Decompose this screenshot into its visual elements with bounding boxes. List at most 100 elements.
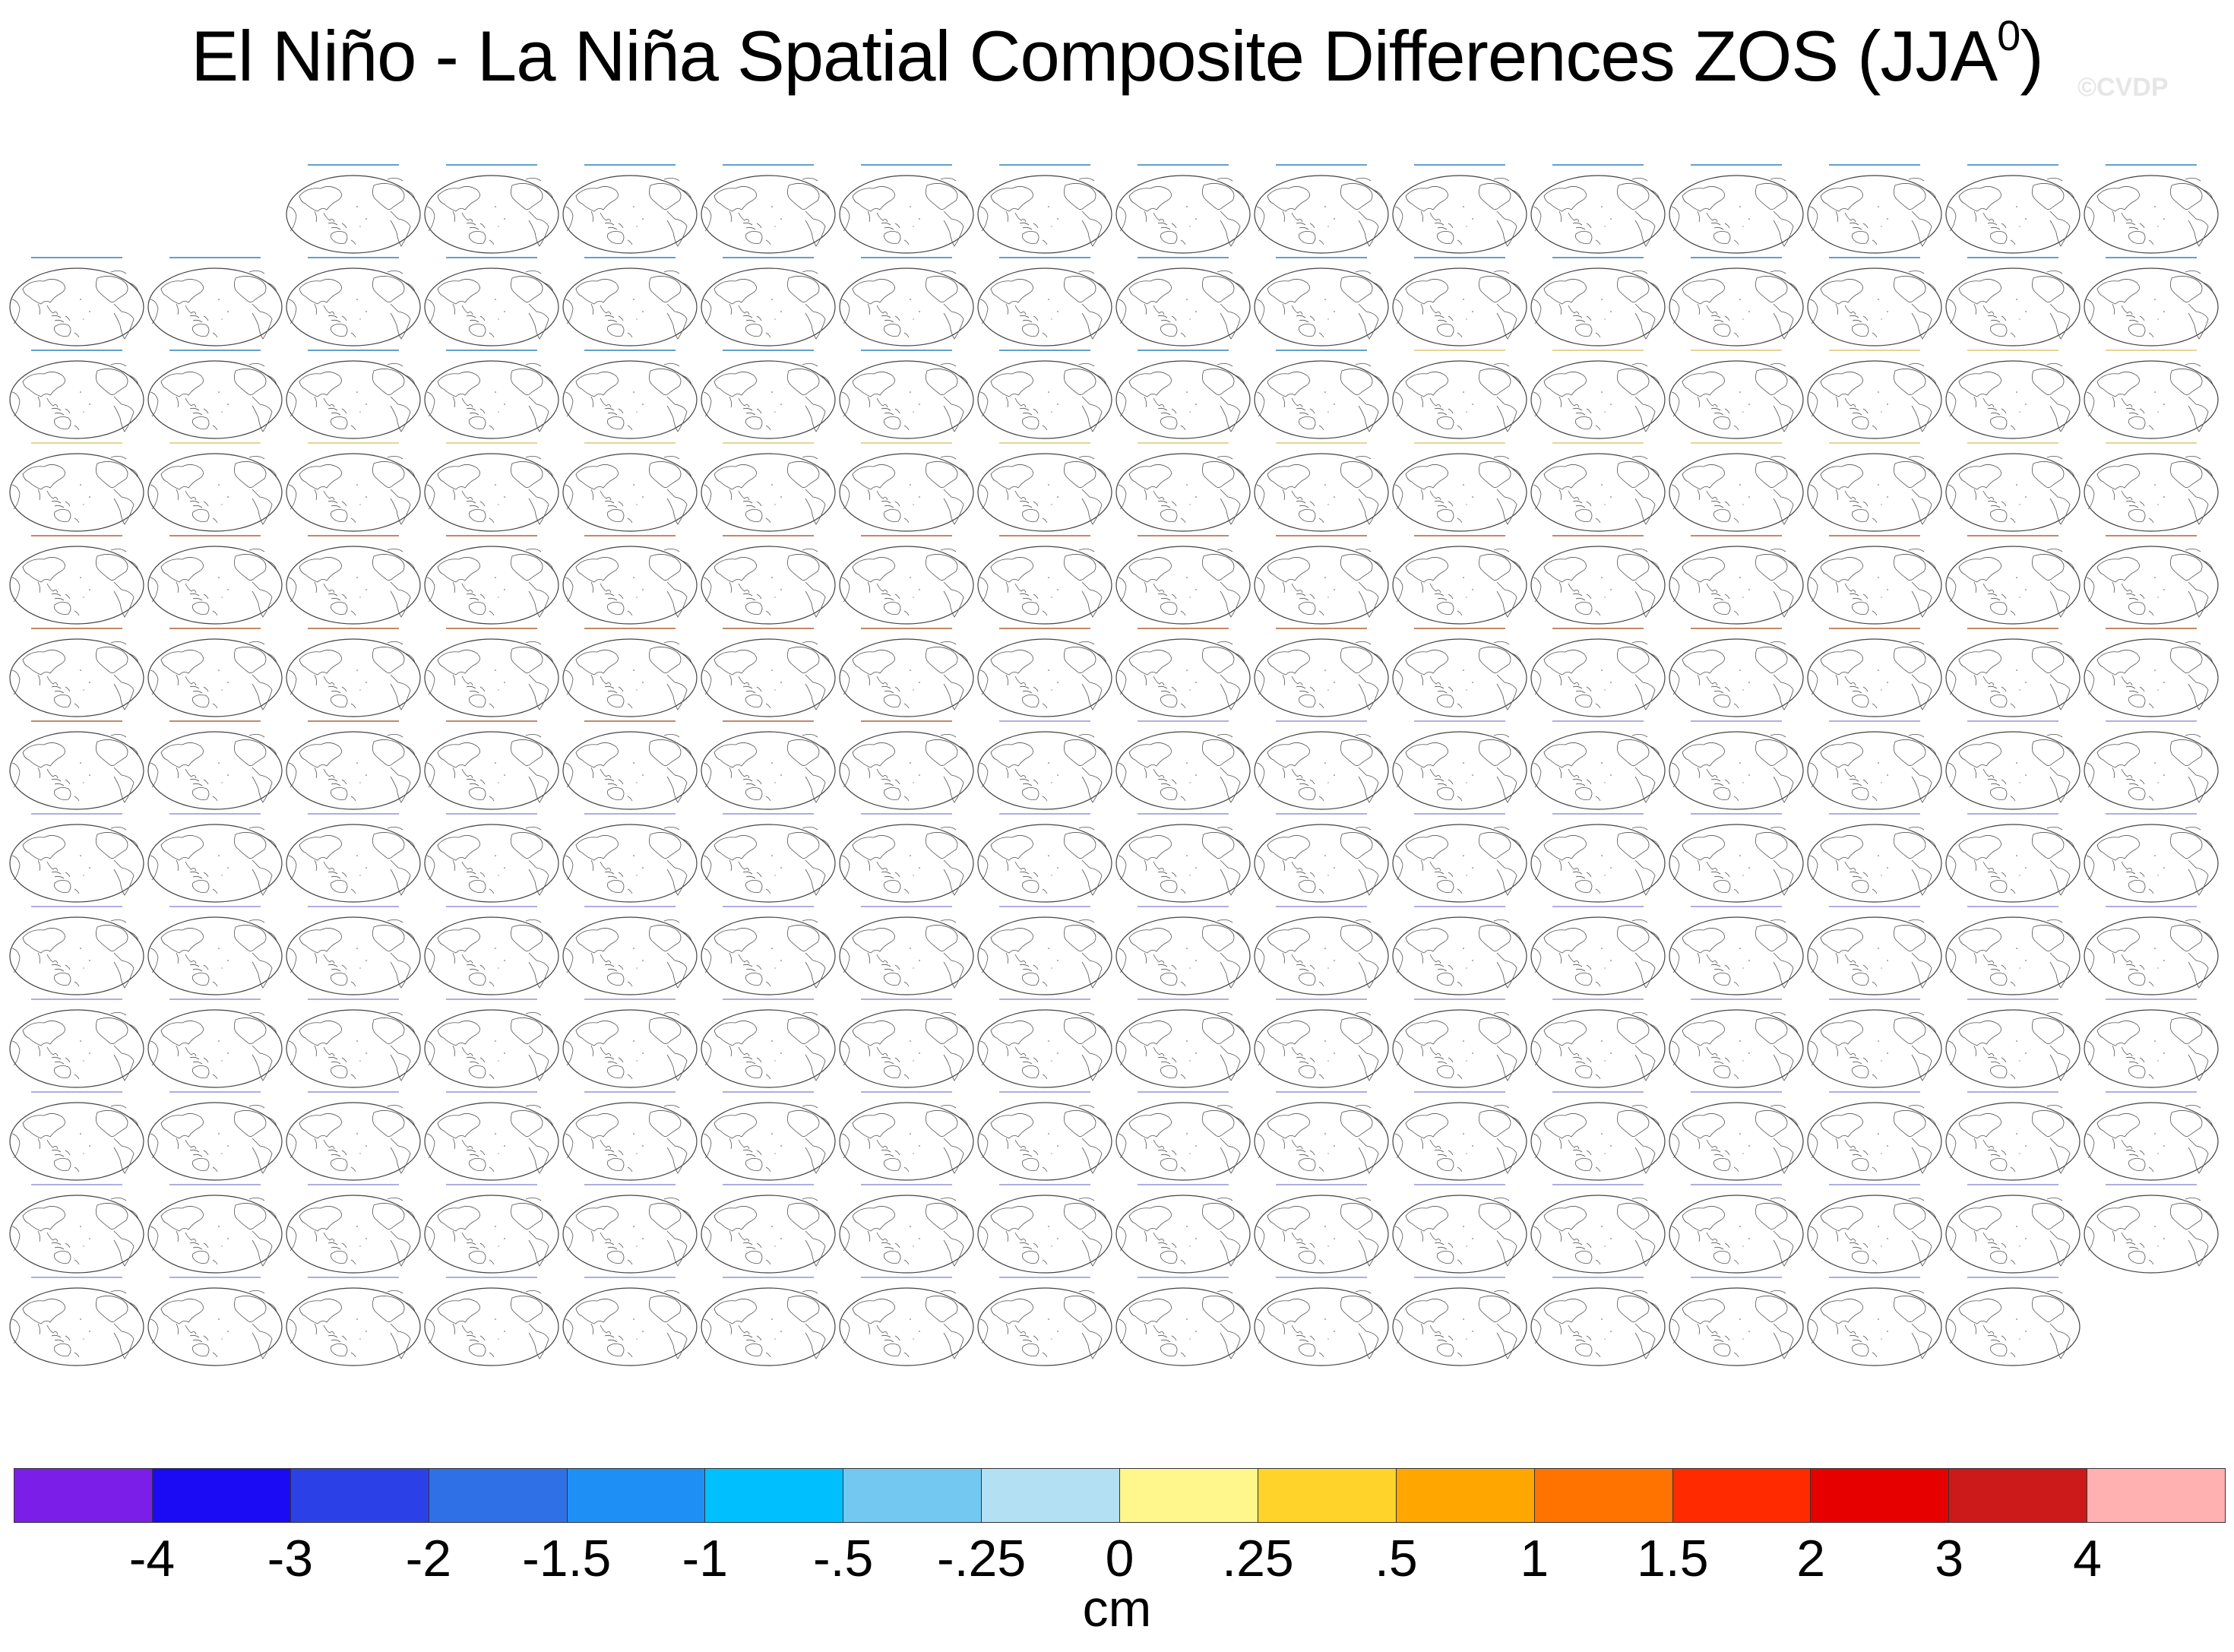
map-panel-title [8, 441, 146, 447]
map-panel [8, 348, 146, 441]
map-panel-title [1805, 1182, 1944, 1188]
map-panel-title [284, 997, 422, 1003]
map-panel-title [1391, 348, 1529, 354]
colorbar-tick-label: 3 [1935, 1530, 1964, 1587]
world-map [561, 915, 699, 997]
map-panel [976, 997, 1114, 1090]
map-panel-title [561, 1275, 699, 1281]
map-panel [699, 904, 837, 997]
map-panel-title [1391, 1090, 1529, 1096]
map-panel [146, 533, 284, 626]
map-panel [1252, 163, 1391, 255]
map-panel [2082, 441, 2220, 533]
map-panel-title [1529, 255, 1667, 261]
map-panel [699, 719, 837, 812]
world-map [1944, 1193, 2082, 1275]
world-map [1252, 729, 1391, 812]
map-panel-title [976, 163, 1114, 169]
map-panel [561, 1090, 699, 1182]
world-map [976, 1286, 1114, 1368]
world-map [422, 822, 561, 904]
map-panel-title [699, 626, 837, 632]
map-panel-title [2082, 997, 2220, 1003]
map-panel [1529, 441, 1667, 533]
map-panel-title [976, 255, 1114, 261]
map-panel [1529, 812, 1667, 904]
map-panel-title [976, 997, 1114, 1003]
map-panel-title [1529, 441, 1667, 447]
world-map [284, 544, 422, 626]
world-map [1944, 173, 2082, 255]
map-panel-title [1529, 163, 1667, 169]
map-panel-title [2082, 626, 2220, 632]
map-panel-title [837, 255, 976, 261]
map-panel-title [2082, 441, 2220, 447]
map-panel-title [1805, 1275, 1944, 1281]
world-map [837, 1100, 976, 1182]
world-map [837, 915, 976, 997]
map-panel-title [284, 1275, 422, 1281]
world-map [2082, 1100, 2220, 1182]
map-panel-title [1114, 904, 1252, 910]
world-map [422, 915, 561, 997]
map-panel [1252, 441, 1391, 533]
world-map [837, 544, 976, 626]
world-map [699, 729, 837, 812]
world-map [146, 359, 284, 441]
map-panel-title [1667, 1182, 1805, 1188]
map-panel [422, 163, 561, 255]
map-panel [1667, 348, 1805, 441]
map-panel-title [284, 719, 422, 725]
map-panel [1805, 1275, 1944, 1368]
map-panel-title [422, 1275, 561, 1281]
world-map [837, 359, 976, 441]
world-map [1667, 915, 1805, 997]
world-map [699, 1100, 837, 1182]
map-panel [284, 441, 422, 533]
map-panel-title [1391, 1275, 1529, 1281]
map-panel [976, 1090, 1114, 1182]
world-map [1391, 173, 1529, 255]
map-panel-title [2082, 163, 2220, 169]
map-panel [284, 1182, 422, 1275]
world-map [561, 1008, 699, 1090]
map-panel [837, 441, 976, 533]
map-panel-title [146, 626, 284, 632]
map-panel [284, 533, 422, 626]
map-panel-title [1252, 997, 1391, 1003]
map-panel-title [1529, 348, 1667, 354]
world-map [976, 915, 1114, 997]
world-map [1529, 1100, 1667, 1182]
world-map [1252, 1100, 1391, 1182]
world-map [1252, 915, 1391, 997]
colorbar-swatch [1258, 1469, 1397, 1522]
map-panel-title [1667, 997, 1805, 1003]
map-panel [561, 1275, 699, 1368]
map-panel [2082, 904, 2220, 997]
map-panel [1529, 997, 1667, 1090]
map-panel [8, 1275, 146, 1368]
world-map [699, 359, 837, 441]
world-map [1805, 544, 1944, 626]
map-panel [1391, 719, 1529, 812]
world-map [837, 637, 976, 719]
map-panel-title [1667, 163, 1805, 169]
world-map [561, 1100, 699, 1182]
map-panel-title [1805, 1090, 1944, 1096]
world-map [1944, 915, 2082, 997]
world-map [146, 1193, 284, 1275]
map-panel-title [699, 719, 837, 725]
world-map [1944, 1008, 2082, 1090]
map-panel [1667, 255, 1805, 348]
world-map [1391, 1100, 1529, 1182]
world-map [284, 1286, 422, 1368]
colorbar-tick-label: 4 [2073, 1530, 2102, 1587]
world-map [699, 451, 837, 533]
world-map [146, 1008, 284, 1090]
map-panel [699, 255, 837, 348]
map-panel [1805, 812, 1944, 904]
world-map [837, 173, 976, 255]
map-panel-title [976, 1090, 1114, 1096]
map-panel [976, 163, 1114, 255]
world-map [1529, 359, 1667, 441]
